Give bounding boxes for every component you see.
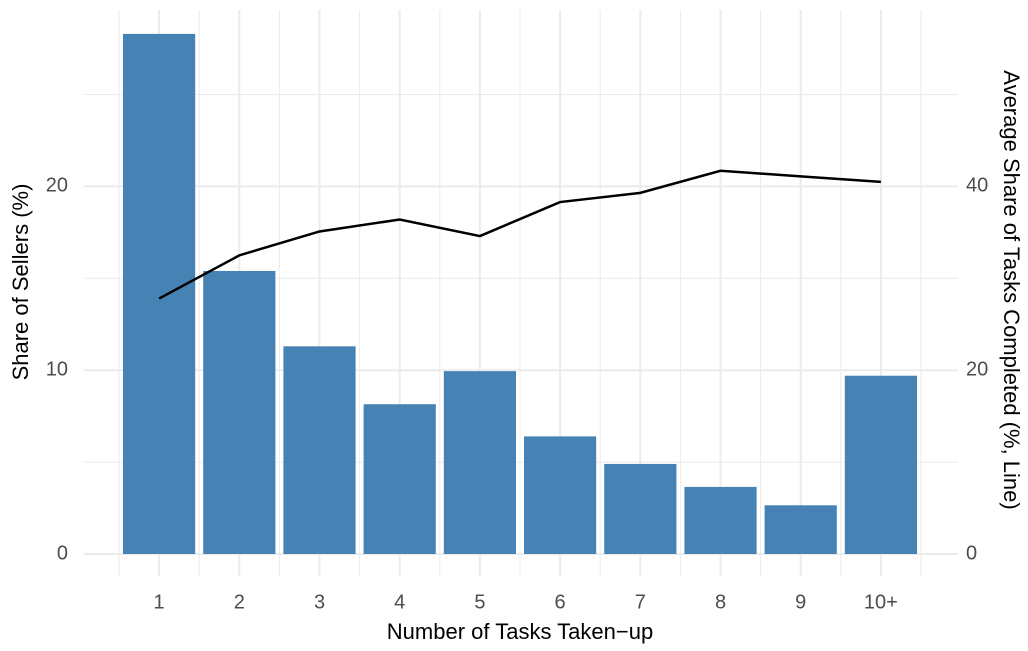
bar (684, 486, 757, 554)
y-tick-label: 0 (57, 542, 68, 564)
bar (363, 404, 436, 554)
x-axis-title: Number of Tasks Taken−up (387, 619, 653, 644)
y-tick-label: 10 (46, 358, 68, 380)
line (158, 169, 881, 300)
y-axis-title: Share of Sellers (%) (8, 184, 33, 381)
y2-tick-label: 20 (966, 358, 988, 380)
x-tick-label: 8 (715, 591, 726, 613)
x-tick-label: 1 (154, 591, 165, 613)
bar (524, 436, 597, 554)
bar (764, 505, 837, 554)
bar (443, 371, 516, 554)
y2-tick-label: 0 (966, 542, 977, 564)
bar (283, 346, 356, 554)
x-tick-label: 3 (314, 591, 325, 613)
x-tick-label: 6 (555, 591, 566, 613)
x-tick-label: 9 (795, 591, 806, 613)
bar (203, 270, 276, 554)
x-tick-label: 7 (635, 591, 646, 613)
x-tick-label: 2 (234, 591, 245, 613)
y2-tick-label: 40 (966, 175, 988, 197)
bar (844, 375, 917, 554)
bar (123, 33, 196, 554)
y2-axis-title: Average Share of Tasks Completed (%, Lin… (999, 70, 1024, 509)
bar (604, 463, 677, 554)
x-tick-label: 5 (474, 591, 485, 613)
x-tick-label: 4 (394, 591, 405, 613)
x-tick-label: 10+ (864, 591, 898, 613)
y-tick-label: 20 (46, 175, 68, 197)
